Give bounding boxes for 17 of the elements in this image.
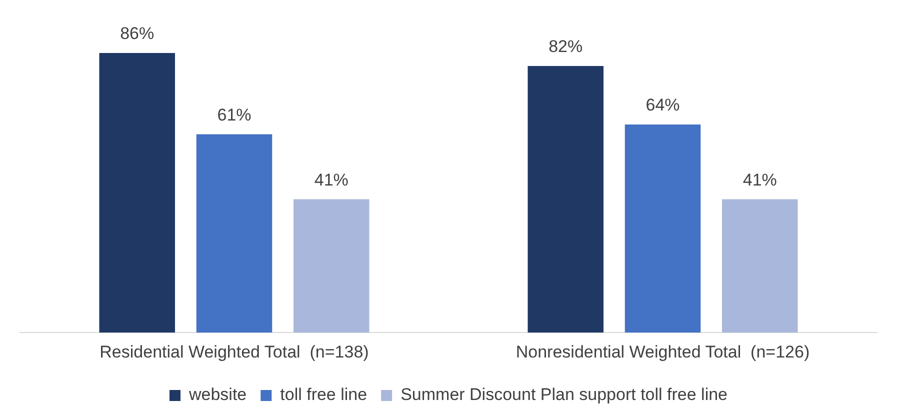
- data-label: 86%: [120, 24, 154, 44]
- x-tick-label: Nonresidential Weighted Total (n=126): [516, 342, 810, 362]
- bar: [528, 66, 604, 333]
- data-label: 61%: [217, 105, 252, 124]
- bar: [722, 199, 798, 333]
- legend-label: toll free line: [280, 385, 368, 404]
- data-label: 41%: [742, 170, 777, 190]
- bar: [196, 134, 272, 333]
- data-label: 64%: [646, 96, 680, 115]
- data-label: 82%: [548, 37, 583, 56]
- data-label: 41%: [314, 170, 348, 190]
- bar: [99, 53, 176, 333]
- legend-label: website: [188, 385, 247, 404]
- x-tick-label: Residential Weighted Total (n=138): [100, 342, 369, 362]
- legend-label: Summer Discount Plan support toll free line: [400, 385, 728, 404]
- bar: [294, 199, 370, 333]
- bar: [624, 124, 701, 333]
